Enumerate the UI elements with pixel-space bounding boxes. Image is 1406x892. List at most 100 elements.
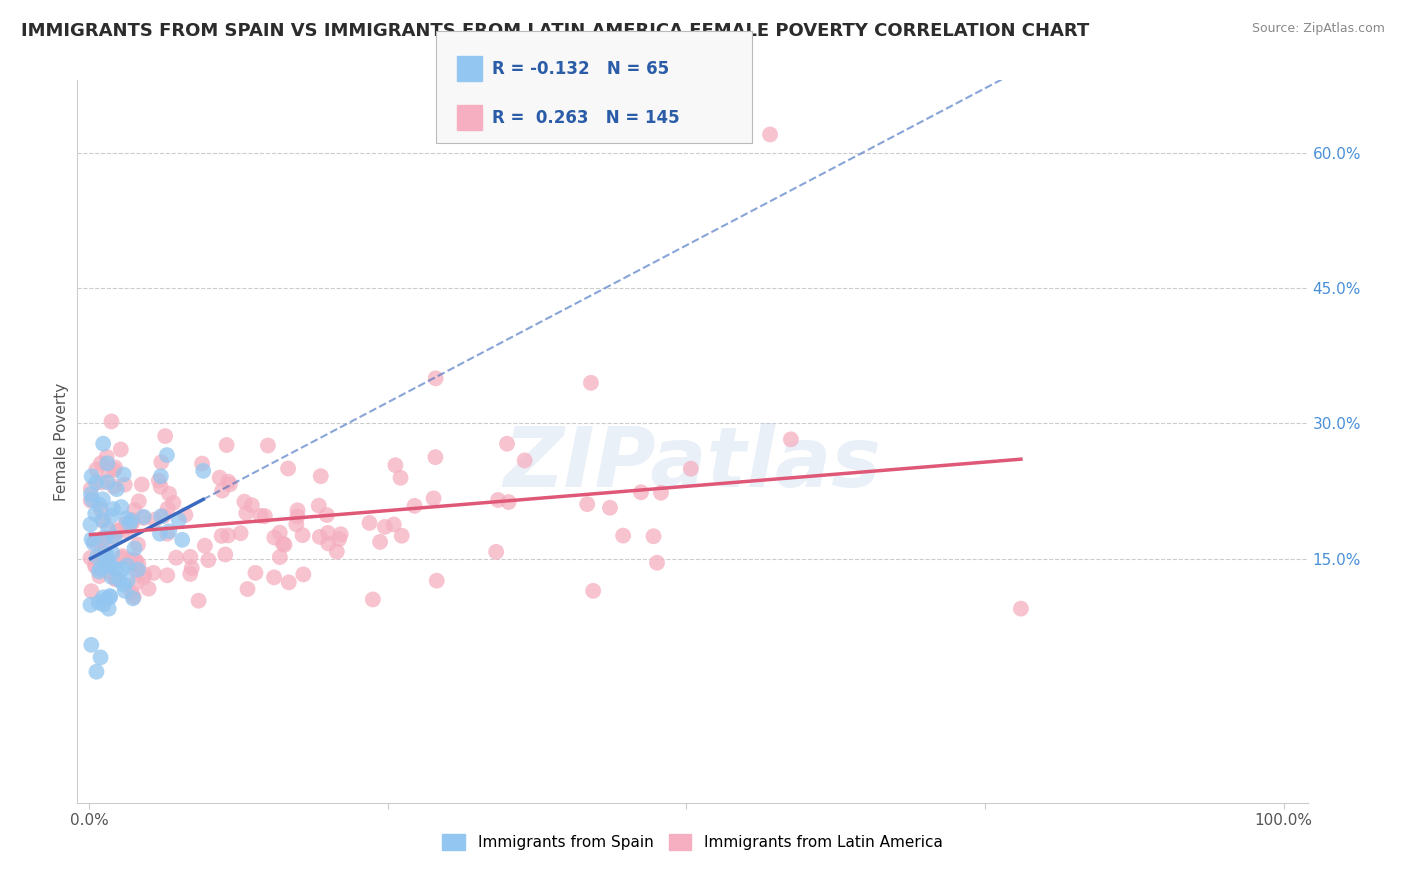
Point bbox=[110, 550, 132, 565]
Point bbox=[425, 371, 447, 385]
Point bbox=[142, 566, 165, 580]
Point bbox=[121, 552, 143, 566]
Point bbox=[384, 458, 406, 473]
Point bbox=[779, 433, 801, 447]
Point bbox=[257, 438, 280, 452]
Point bbox=[138, 582, 160, 596]
Point bbox=[97, 601, 120, 615]
Point bbox=[94, 545, 117, 559]
Point bbox=[425, 450, 447, 465]
Point bbox=[128, 494, 150, 508]
Point bbox=[149, 480, 172, 494]
Point bbox=[89, 650, 111, 665]
Point bbox=[90, 475, 112, 490]
Point bbox=[115, 511, 138, 525]
Point bbox=[124, 503, 146, 517]
Point bbox=[94, 592, 117, 607]
Point bbox=[80, 493, 103, 508]
Point bbox=[316, 525, 339, 540]
Point bbox=[214, 548, 236, 562]
Point bbox=[91, 532, 114, 546]
Point bbox=[422, 491, 444, 506]
Point bbox=[90, 456, 112, 470]
Point bbox=[97, 565, 120, 579]
Point bbox=[157, 524, 180, 539]
Y-axis label: Female Poverty: Female Poverty bbox=[53, 383, 69, 500]
Point bbox=[117, 574, 139, 588]
Point bbox=[80, 533, 103, 547]
Point bbox=[89, 562, 111, 576]
Point bbox=[93, 514, 115, 528]
Point bbox=[114, 516, 136, 531]
Point bbox=[329, 527, 352, 541]
Point bbox=[263, 531, 285, 545]
Point bbox=[84, 475, 107, 490]
Point bbox=[89, 533, 111, 547]
Point bbox=[120, 517, 142, 532]
Point bbox=[105, 562, 128, 576]
Point bbox=[496, 436, 519, 450]
Point bbox=[382, 517, 405, 532]
Point bbox=[100, 508, 122, 523]
Legend: Immigrants from Spain, Immigrants from Latin America: Immigrants from Spain, Immigrants from L… bbox=[436, 829, 949, 856]
Point bbox=[82, 492, 104, 507]
Point bbox=[91, 492, 114, 507]
Point bbox=[120, 513, 142, 527]
Point bbox=[108, 573, 131, 587]
Point bbox=[98, 591, 121, 605]
Point bbox=[79, 598, 101, 612]
Point bbox=[84, 558, 107, 572]
Point bbox=[233, 494, 256, 508]
Point bbox=[149, 526, 172, 541]
Point bbox=[308, 530, 330, 544]
Point bbox=[235, 506, 257, 520]
Point bbox=[93, 560, 115, 574]
Point bbox=[245, 566, 267, 580]
Point bbox=[80, 469, 103, 483]
Point bbox=[127, 537, 149, 551]
Point bbox=[165, 550, 187, 565]
Point bbox=[250, 508, 273, 523]
Point bbox=[132, 571, 155, 585]
Point bbox=[104, 572, 127, 586]
Point bbox=[110, 500, 132, 514]
Point bbox=[217, 528, 239, 542]
Point bbox=[172, 533, 194, 547]
Point bbox=[111, 549, 134, 563]
Point bbox=[174, 508, 197, 522]
Point bbox=[309, 469, 332, 483]
Point bbox=[485, 545, 508, 559]
Point bbox=[84, 559, 107, 574]
Text: IMMIGRANTS FROM SPAIN VS IMMIGRANTS FROM LATIN AMERICA FEMALE POVERTY CORRELATIO: IMMIGRANTS FROM SPAIN VS IMMIGRANTS FROM… bbox=[21, 22, 1090, 40]
Point bbox=[105, 482, 128, 496]
Point bbox=[97, 464, 120, 478]
Point bbox=[127, 562, 149, 576]
Point bbox=[576, 497, 599, 511]
Point bbox=[91, 436, 114, 450]
Point bbox=[115, 558, 138, 573]
Point bbox=[90, 546, 112, 560]
Point bbox=[179, 566, 201, 581]
Point bbox=[96, 552, 118, 566]
Point bbox=[271, 537, 294, 551]
Point bbox=[645, 556, 668, 570]
Point bbox=[100, 570, 122, 584]
Point bbox=[219, 477, 242, 491]
Point bbox=[117, 518, 139, 533]
Point bbox=[80, 482, 103, 496]
Point bbox=[101, 502, 124, 516]
Point bbox=[579, 376, 602, 390]
Point bbox=[143, 513, 166, 527]
Point bbox=[121, 516, 143, 530]
Point bbox=[86, 549, 108, 564]
Point bbox=[291, 528, 314, 542]
Point bbox=[87, 596, 110, 610]
Point bbox=[359, 516, 381, 530]
Point bbox=[115, 524, 138, 539]
Point bbox=[156, 448, 179, 462]
Point bbox=[91, 591, 114, 605]
Point bbox=[498, 495, 520, 509]
Point bbox=[105, 524, 128, 538]
Point bbox=[148, 474, 170, 488]
Point bbox=[211, 529, 233, 543]
